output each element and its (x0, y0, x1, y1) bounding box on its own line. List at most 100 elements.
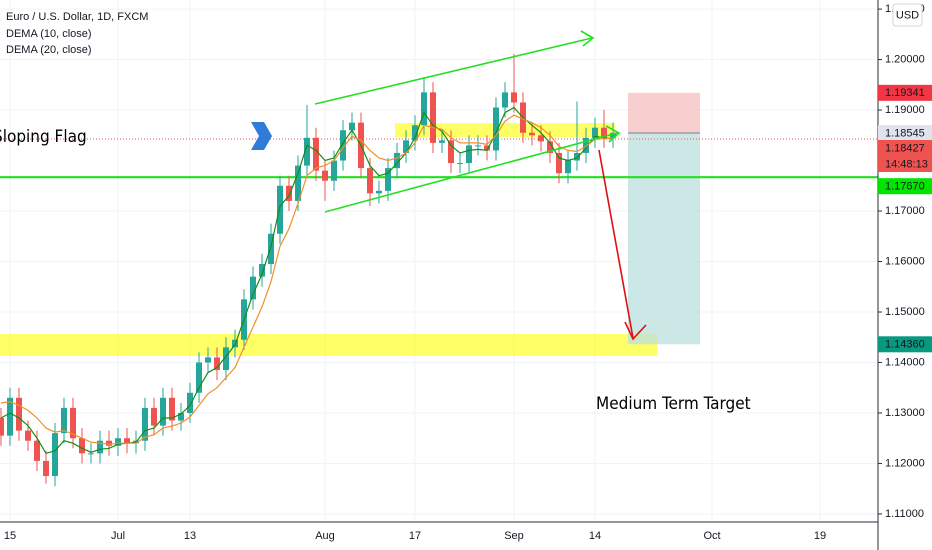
y-tick-label: 1.16000 (885, 255, 925, 267)
x-tick-label: Jul (111, 530, 125, 542)
price-label: 1.14360 (885, 339, 925, 351)
candle-body (385, 168, 391, 191)
dema-line (0, 106, 614, 455)
candle-body (349, 122, 355, 131)
candle-body (511, 92, 517, 103)
stop-zone (628, 92, 700, 134)
countdown: 14:48:13 (885, 158, 928, 170)
candle-body (466, 145, 472, 164)
price-label-bg (878, 139, 932, 156)
currency[interactable]: USD (896, 9, 919, 21)
candle-body (448, 140, 454, 164)
legend-entry: DEMA (20, close) (6, 44, 92, 56)
blue-arrow (251, 122, 272, 150)
x-tick-label: Sep (504, 530, 524, 542)
grid (0, 0, 878, 522)
x-tick-label: 15 (4, 530, 16, 542)
x-tick-label: 14 (589, 530, 601, 542)
candle-body (592, 127, 598, 138)
candle-body (304, 137, 310, 166)
candle-body (16, 397, 22, 431)
currency-button[interactable] (892, 3, 923, 27)
candle-body (88, 453, 94, 455)
candle-body (178, 412, 184, 421)
channel-upper (314, 37, 593, 105)
candle-body (340, 130, 346, 161)
arrow-line (598, 149, 634, 339)
candle-body (493, 107, 499, 151)
candle-body (43, 460, 49, 477)
candle-body (412, 125, 418, 141)
candle-body (583, 137, 589, 153)
annotation: Medium Term Target (596, 394, 751, 414)
arrow-head (580, 30, 595, 47)
candle-body (223, 347, 229, 371)
y-tick-label: 1.19000 (885, 104, 925, 116)
candle-body (529, 132, 535, 136)
position-box (628, 92, 700, 345)
price-axis: 1.11000 1.12000 1.13000 1.14000 1.15000 1.160… (4, 3, 932, 542)
x-tick-label: 13 (184, 530, 196, 542)
candle-body (124, 438, 130, 444)
candle-body (7, 397, 13, 436)
channel-lower (324, 132, 618, 213)
candle-body (70, 407, 76, 439)
candle-body (34, 440, 40, 461)
legend-entry: DEMA (10, close) (6, 28, 92, 40)
price-label-bg (878, 84, 932, 101)
candle-body (97, 440, 103, 454)
candle-body (439, 140, 445, 143)
channel (314, 30, 621, 213)
flag-zone (395, 123, 615, 137)
candle-body (556, 152, 562, 174)
countdown-bg (878, 155, 932, 172)
candle-body (367, 168, 373, 194)
candle-body (601, 127, 607, 138)
candle-body (187, 392, 193, 413)
candle-body (142, 407, 148, 441)
candle-body (538, 135, 544, 142)
plot (0, 54, 878, 487)
candle-body (403, 140, 409, 153)
candle-body (313, 137, 319, 171)
candle-body (457, 163, 463, 165)
y-tick-label: 1.15000 (885, 306, 925, 318)
candle-body (322, 170, 328, 181)
candle-body (574, 152, 580, 161)
candle-body (151, 407, 157, 426)
candle-body (169, 397, 175, 421)
candle-body (250, 276, 256, 300)
candle-body (502, 92, 508, 108)
candle-body (547, 141, 553, 153)
x-tick-label: Oct (703, 530, 720, 542)
x-tick-label: Aug (315, 530, 335, 542)
candle-body (565, 160, 571, 174)
arrow-head (624, 321, 647, 341)
candle-body (277, 185, 283, 234)
candle-body (196, 362, 202, 393)
price-label: 1.17670 (885, 181, 925, 193)
x-tick-label: 17 (409, 530, 421, 542)
candle-body (475, 145, 481, 147)
candle-body (376, 190, 382, 194)
candle-body (106, 440, 112, 446)
candle-body (52, 433, 58, 477)
y-tick-label: 1.20000 (885, 53, 925, 65)
candle-body (259, 264, 265, 277)
candle-body (421, 92, 427, 126)
price-label: 1.18427 (885, 142, 925, 154)
candle-body (484, 145, 490, 151)
candle-body (25, 430, 31, 441)
candle-body (331, 160, 337, 181)
candle-body (295, 165, 301, 201)
price-label: 1.19341 (885, 87, 925, 99)
legend-title: Euro / U.S. Dollar, 1D, FXCM (6, 11, 148, 23)
arrow-head (605, 125, 621, 143)
annotation: Sloping Flag (0, 127, 87, 147)
candle-body (61, 407, 67, 434)
candle-body (394, 152, 400, 169)
price-label-bg (878, 178, 932, 195)
price-label-bg (878, 336, 932, 353)
candle-body (115, 438, 121, 446)
